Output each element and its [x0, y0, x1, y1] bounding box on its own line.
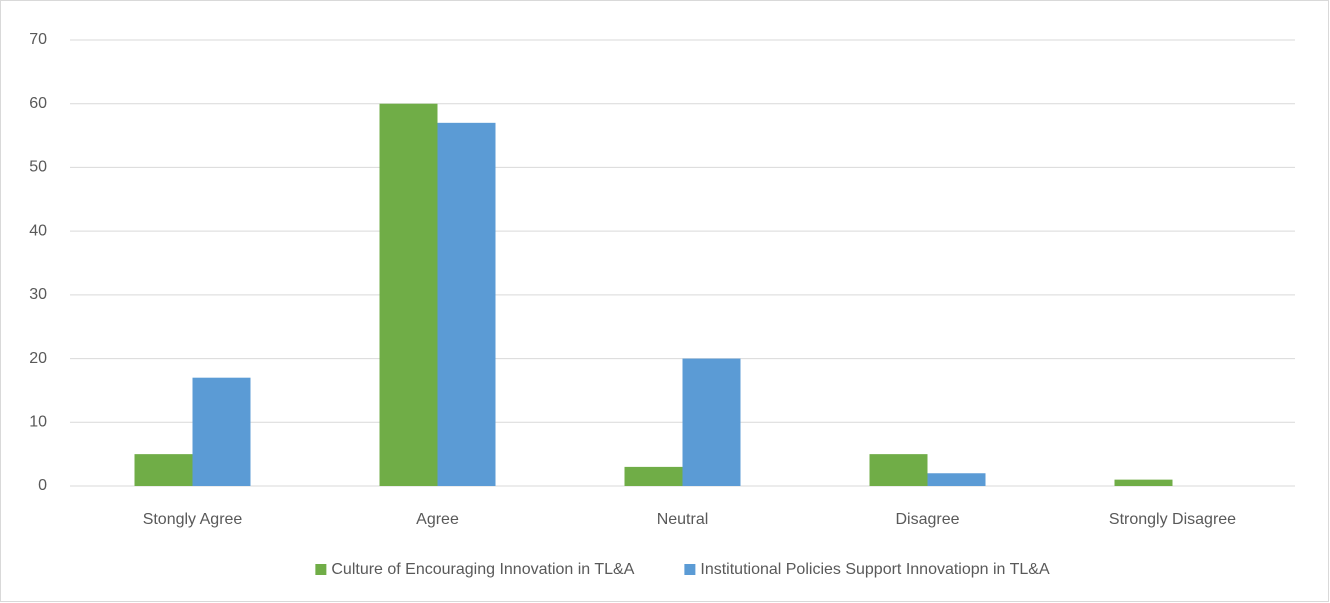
bar: [682, 358, 741, 486]
bar: [437, 122, 496, 486]
bar: [379, 103, 438, 486]
bar: [869, 454, 928, 486]
legend-swatch: [315, 564, 327, 575]
legend-label: Institutional Policies Support Innovatio…: [700, 561, 1050, 578]
x-tick-label: Neutral: [657, 511, 709, 528]
y-tick-label: 30: [29, 286, 47, 303]
y-tick-label: 10: [29, 414, 47, 431]
bar: [624, 466, 683, 486]
bar: [192, 377, 251, 486]
y-tick-label: 70: [29, 31, 47, 48]
x-tick-label: Agree: [416, 511, 459, 528]
bar: [1114, 479, 1173, 486]
y-tick-label: 50: [29, 159, 47, 176]
y-tick-label: 60: [29, 95, 47, 112]
y-tick-label: 0: [38, 477, 47, 494]
x-tick-label: Stongly Agree: [143, 511, 243, 528]
x-tick-label: Strongly Disagree: [1109, 511, 1236, 528]
y-tick-label: 40: [29, 222, 47, 239]
legend-swatch: [684, 564, 696, 575]
bar: [927, 473, 986, 486]
bar: [134, 454, 193, 486]
y-tick-label: 20: [29, 350, 47, 367]
legend-label: Culture of Encouraging Innovation in TL&…: [331, 561, 634, 578]
x-tick-label: Disagree: [895, 511, 959, 528]
